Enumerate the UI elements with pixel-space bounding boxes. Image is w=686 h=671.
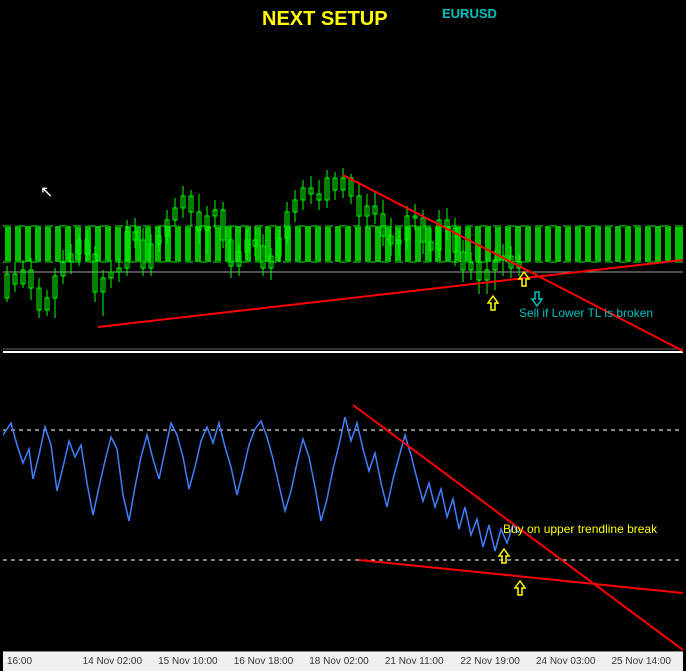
axis-tick: 24 Nov 03:00 (532, 656, 608, 667)
axis-tick: 25 Nov 14:00 (608, 656, 684, 667)
sell-annotation: Sell if Lower TL is broken (519, 306, 653, 320)
price-panel[interactable]: Sell if Lower TL is broken (3, 30, 683, 365)
axis-tick: 14 Nov 02:00 (79, 656, 155, 667)
axis-tick: 22 Nov 19:00 (456, 656, 532, 667)
time-axis: 16:0014 Nov 02:0015 Nov 10:0016 Nov 18:0… (3, 651, 683, 671)
axis-tick: 21 Nov 11:00 (381, 656, 457, 667)
axis-tick: 16:00 (3, 656, 79, 667)
axis-tick: 16 Nov 18:00 (230, 656, 306, 667)
indicator-chart[interactable] (3, 375, 683, 650)
symbol-label: EURUSD (442, 6, 497, 21)
chart-title: NEXT SETUP (262, 8, 388, 31)
indicator-panel[interactable]: Buy on upper trendline break (3, 375, 683, 650)
buy-annotation: Buy on upper trendline break (503, 522, 657, 536)
axis-tick: 15 Nov 10:00 (154, 656, 230, 667)
axis-tick: 18 Nov 02:00 (305, 656, 381, 667)
